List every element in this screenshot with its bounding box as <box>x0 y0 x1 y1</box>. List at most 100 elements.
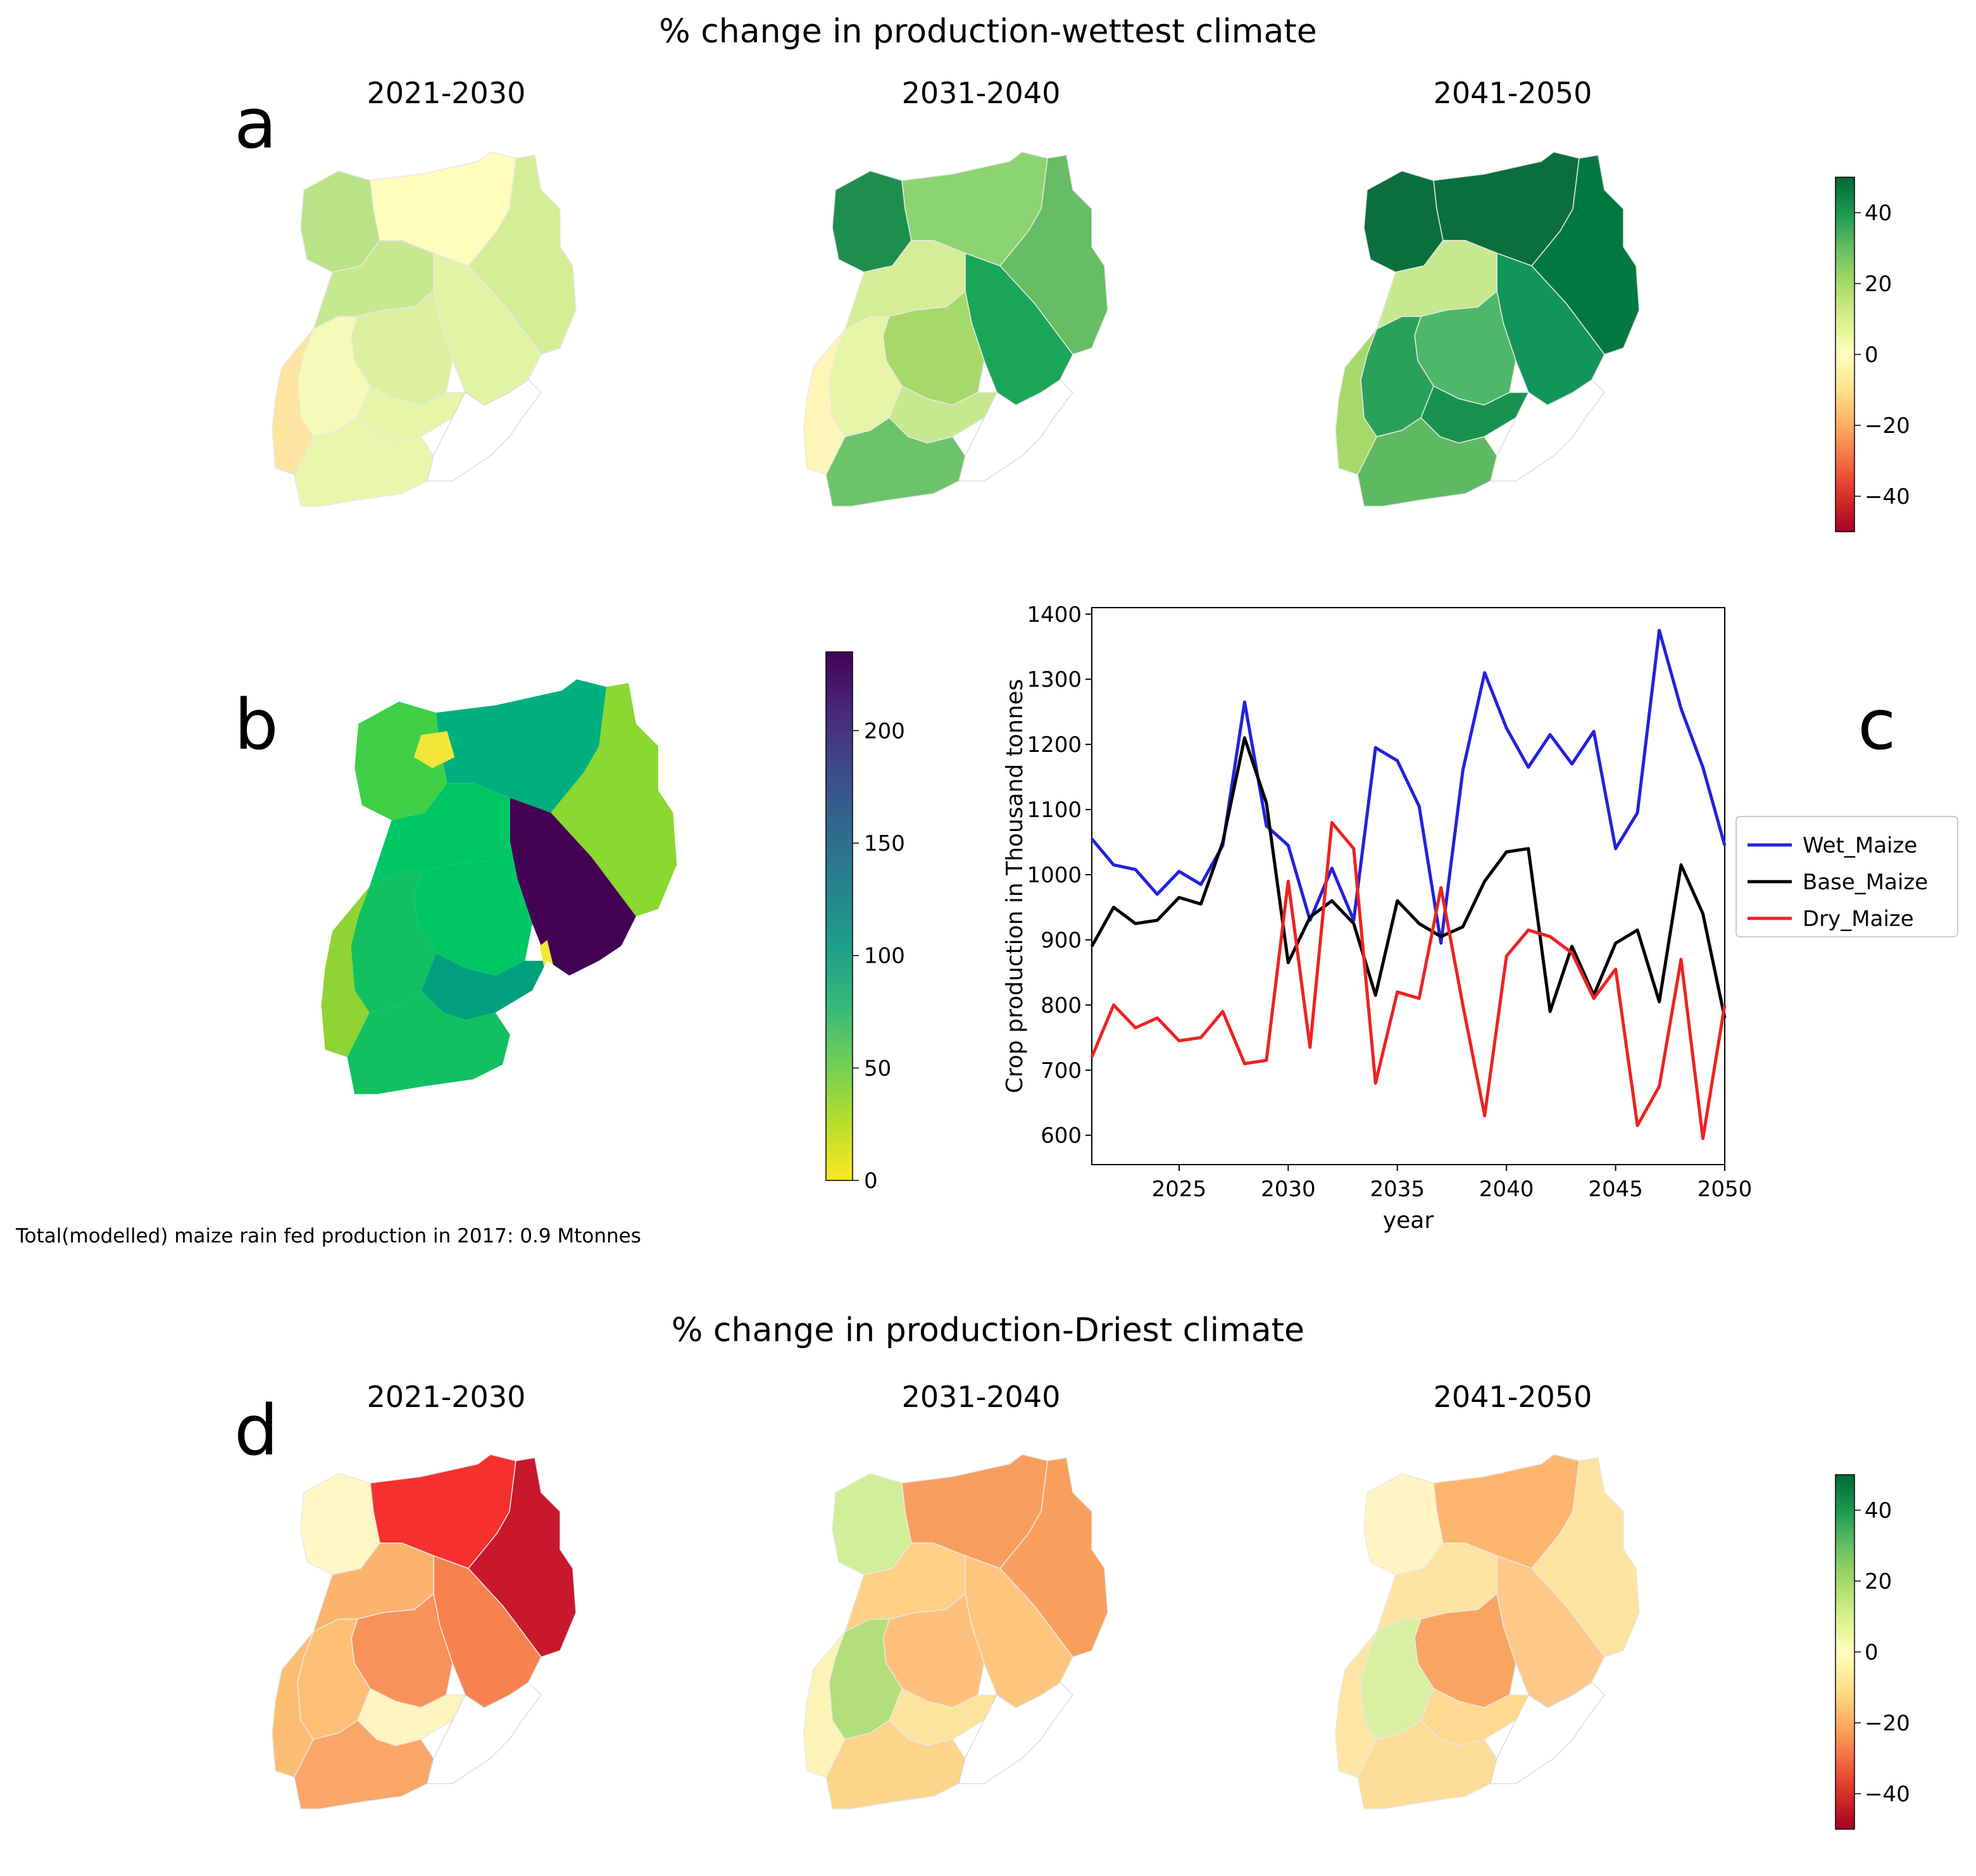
colorbar-tick-label: −20 <box>1865 1711 1910 1736</box>
region-east-central <box>510 797 636 976</box>
colorbar-gradient <box>1835 177 1855 532</box>
lake-victoria <box>427 1682 542 1784</box>
x-axis-label: year <box>1383 1208 1434 1234</box>
lake-victoria <box>427 379 542 482</box>
map-bottom-2021-2030 <box>272 1454 577 1810</box>
region-pale-south <box>539 940 553 968</box>
y-tick-label: 1000 <box>1027 863 1082 888</box>
map-bottom-2031-2040 <box>803 1454 1108 1810</box>
colorbar-tick-label: 20 <box>1865 1569 1892 1594</box>
colorbar-tick-label: 150 <box>864 831 905 856</box>
series-line-base_maize <box>1090 736 1727 1018</box>
y-tick-label: 800 <box>1041 993 1082 1018</box>
colorbar-tick-label: 200 <box>864 718 905 744</box>
region-west-central <box>369 783 510 887</box>
map-title-top-1: 2021-2030 <box>366 76 526 110</box>
series-line-dry_maize <box>1090 821 1727 1141</box>
y-axis-label: Crop production in Thousand tonnes <box>1002 679 1028 1094</box>
colorbar-tick-label: 100 <box>864 944 905 969</box>
colorbar-tick-label: 0 <box>1865 1640 1879 1665</box>
region-northeast <box>1531 1457 1640 1658</box>
map-title-top-3: 2041-2050 <box>1433 76 1592 110</box>
map-title-bottom-2: 2031-2040 <box>901 1380 1061 1414</box>
series-line-wet_maize <box>1091 628 1727 945</box>
region-far-southwest <box>803 1631 846 1778</box>
panel-letter-d: d <box>234 1390 278 1471</box>
region-far-southwest <box>272 1631 314 1778</box>
region-northeast <box>551 683 677 916</box>
x-tick-label: 2035 <box>1370 1177 1425 1202</box>
y-tick-label: 600 <box>1041 1123 1082 1149</box>
footnote: Total(modelled) maize rain fed productio… <box>16 1225 641 1248</box>
lake-victoria <box>503 946 636 1065</box>
region-far-southwest <box>1335 328 1377 475</box>
region-south <box>1357 1720 1498 1810</box>
colorbar-tick-label: 40 <box>1865 201 1892 226</box>
region-south <box>825 417 966 507</box>
colorbar-tick-label: 0 <box>1865 342 1879 368</box>
map-title-bottom-3: 2041-2050 <box>1433 1380 1592 1414</box>
bottom-figure-title: % change in production-Driest climate <box>671 1311 1304 1349</box>
region-northeast <box>1531 154 1640 355</box>
colorbar-production: 200 150 100 50 0 <box>825 651 905 1194</box>
region-south <box>1357 417 1498 507</box>
region-south <box>825 1720 966 1810</box>
region-northeast <box>468 154 577 355</box>
line-chart: 600 700 800 900 1000 1100 1200 1300 1400 2025 2030… <box>1002 602 1958 1234</box>
x-tick-label: 2040 <box>1479 1177 1534 1202</box>
map-production-2017 <box>321 679 677 1094</box>
panel-letter-a: a <box>234 83 277 164</box>
region-far-southwest <box>321 887 370 1058</box>
region-northeast <box>468 1457 577 1658</box>
colorbar-gradient <box>1835 1474 1855 1830</box>
colorbar-tick-label: −40 <box>1865 1782 1910 1807</box>
legend-label: Dry_Maize <box>1803 906 1914 932</box>
lake-victoria <box>958 1682 1073 1784</box>
map-title-top-2: 2031-2040 <box>901 76 1061 110</box>
colorbar-top: 40 20 0 −20 −40 <box>1835 177 1910 532</box>
map-title-bottom-1: 2021-2030 <box>366 1380 526 1414</box>
x-tick-label: 2045 <box>1588 1177 1643 1202</box>
colorbar-tick-label: 0 <box>864 1168 878 1194</box>
region-south <box>294 1720 434 1810</box>
y-tick-label: 900 <box>1041 928 1082 953</box>
region-far-southwest <box>272 328 314 475</box>
region-southwest <box>351 872 436 1013</box>
colorbar-bottom: 40 20 0 −20 −40 <box>1835 1474 1910 1830</box>
colorbar-tick-label: 40 <box>1865 1498 1892 1523</box>
top-figure-title: % change in production-wettest climate <box>659 13 1317 51</box>
lake-victoria <box>958 379 1073 482</box>
region-central <box>413 842 533 976</box>
panel-letter-b: b <box>234 684 278 765</box>
y-tick-label: 1400 <box>1027 602 1082 627</box>
x-tick-label: 2025 <box>1152 1177 1207 1202</box>
region-northwest <box>354 701 447 820</box>
y-tick-label: 700 <box>1041 1058 1082 1084</box>
legend-label: Base_Maize <box>1803 870 1928 895</box>
region-far-southwest <box>803 328 846 475</box>
region-lake-region <box>421 953 547 1020</box>
y-tick-label: 1200 <box>1027 732 1082 758</box>
x-tick-label: 2030 <box>1261 1177 1316 1202</box>
region-pale-north <box>413 731 455 768</box>
colorbar-tick-label: −20 <box>1865 413 1910 439</box>
y-tick-label: 1300 <box>1027 667 1082 692</box>
region-south <box>294 417 434 507</box>
map-bottom-2041-2050 <box>1335 1454 1640 1810</box>
panel-letter-c: c <box>1858 684 1896 765</box>
lake-victoria <box>1490 379 1605 482</box>
plot-area <box>1091 607 1725 1165</box>
x-tick-label: 2050 <box>1698 1177 1753 1202</box>
region-far-southwest <box>1335 1631 1377 1778</box>
colorbar-tick-label: 50 <box>864 1056 891 1081</box>
colorbar-tick-label: 20 <box>1865 272 1892 297</box>
map-top-2021-2030 <box>272 151 577 507</box>
region-north <box>436 679 607 813</box>
y-tick-label: 1100 <box>1027 797 1082 823</box>
map-top-2031-2040 <box>803 151 1108 507</box>
colorbar-tick-label: −40 <box>1865 484 1910 510</box>
region-south <box>347 990 510 1094</box>
region-northeast <box>999 1457 1108 1658</box>
colorbar-gradient <box>825 651 853 1181</box>
lake-victoria <box>1490 1682 1605 1784</box>
